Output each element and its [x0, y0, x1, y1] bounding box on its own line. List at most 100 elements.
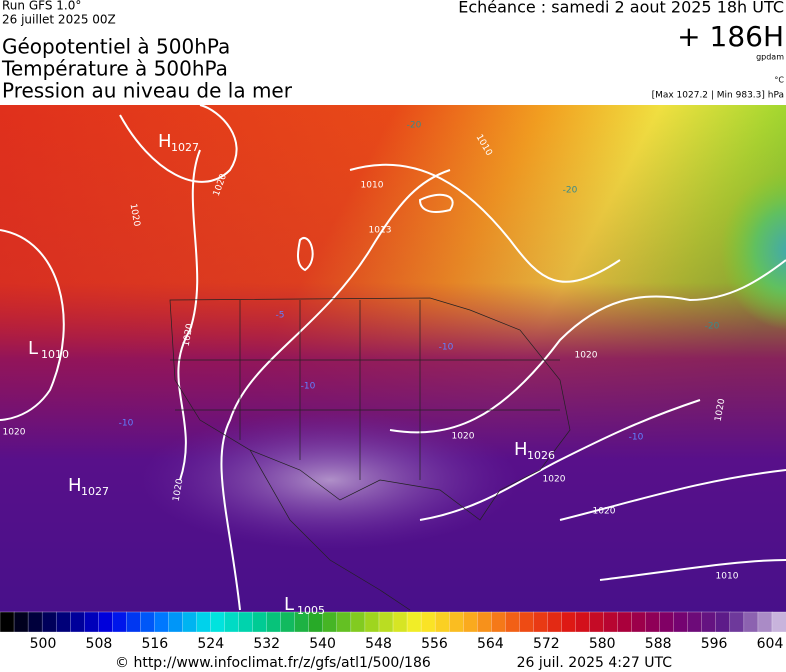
colorbar-tick: 564 — [477, 636, 504, 652]
lead-time: + 186H — [677, 20, 784, 53]
color-swatch — [561, 611, 577, 633]
colorbar-tick: 532 — [253, 636, 280, 652]
color-swatch — [533, 611, 549, 633]
isobar-label: 1020 — [575, 351, 598, 361]
temp-label: -10 — [119, 419, 134, 429]
colorbar-tick: 516 — [141, 636, 168, 652]
colorbar-tick: 500 — [30, 636, 57, 652]
center-letter: L — [284, 594, 294, 615]
temp-label: -20 — [407, 121, 422, 131]
color-swatch — [743, 611, 759, 633]
colorbar: 500 508 516 524 532 540 548 556 564 572 580 588 596 6… — [0, 611, 786, 652]
color-swatch — [378, 611, 394, 633]
color-swatch — [13, 611, 29, 633]
colorbar-tick: 604 — [757, 636, 784, 652]
color-swatch — [505, 611, 520, 633]
color-swatch — [757, 611, 773, 633]
colorbar-tick: 556 — [421, 636, 448, 652]
color-swatch — [84, 611, 99, 633]
unit: gpdam — [756, 53, 784, 62]
color-swatch — [238, 611, 254, 633]
run-date: 26 juillet 2025 00Z — [2, 13, 116, 27]
colorbar-tick: 596 — [701, 636, 728, 652]
isobar-label: 1020 — [452, 432, 475, 442]
color-swatch — [420, 611, 436, 633]
color-swatch — [771, 611, 786, 633]
isobar-label: 1010 — [716, 572, 739, 582]
title: Pression au niveau de la mer — [2, 79, 293, 103]
temp-label: -20 — [563, 186, 578, 196]
color-swatch — [631, 611, 647, 633]
center-value: 1027 — [171, 141, 199, 154]
color-swatch — [364, 611, 380, 633]
colorbar-tick: 588 — [645, 636, 672, 652]
unit: °C — [774, 76, 784, 85]
color-swatch — [687, 611, 703, 633]
colorbar-tick: 548 — [365, 636, 392, 652]
extremes: [Max 1027.2 | Min 983.3] hPa — [652, 91, 784, 101]
temp-label: -20 — [705, 322, 720, 332]
colorbar-tick: 508 — [86, 636, 113, 652]
color-swatch — [112, 611, 127, 633]
color-swatch — [252, 611, 268, 633]
isobar-label: 1010 — [361, 181, 384, 191]
color-swatch — [168, 611, 184, 633]
run: Run GFS 1.0° — [2, 0, 81, 13]
color-swatch — [224, 611, 240, 633]
colorbar-tick: 580 — [589, 636, 616, 652]
temp-label: -10 — [439, 343, 454, 353]
colorbar-tick: 524 — [197, 636, 224, 652]
color-swatch — [589, 611, 605, 633]
isobar-label: 1020 — [3, 428, 26, 438]
color-swatch — [448, 611, 464, 633]
color-swatch — [575, 611, 591, 633]
color-swatch — [350, 611, 366, 633]
isobar-label: 1020 — [543, 475, 566, 485]
isobar-label: 1020 — [714, 398, 728, 423]
color-swatch — [336, 611, 352, 633]
color-swatch — [463, 611, 478, 633]
center-value: 1027 — [81, 485, 109, 498]
isobar-label: 1020 — [593, 507, 616, 517]
isobar-label: 1020 — [182, 323, 196, 348]
color-swatch — [715, 611, 731, 633]
color-swatch — [673, 611, 689, 633]
color-swatch — [701, 611, 717, 633]
temp-label: -10 — [301, 382, 316, 392]
echeance: Echéance : samedi 2 aout 2025 18h UTC — [458, 0, 784, 17]
color-swatch — [603, 611, 619, 633]
temp-label: -10 — [629, 433, 644, 443]
color-swatch — [55, 611, 71, 633]
generated: 26 juil. 2025 4:27 UTC — [517, 655, 673, 671]
center-letter: H — [158, 131, 172, 152]
color-swatch — [210, 611, 226, 633]
color-swatch — [477, 611, 492, 633]
map — [0, 104, 786, 612]
isobar-label: 1020 — [128, 203, 142, 228]
source: © http://www.infoclimat.fr/z/gfs/atl1/50… — [115, 655, 431, 671]
isobar-label: 1013 — [369, 226, 392, 236]
color-swatch — [41, 611, 57, 633]
isobar-label: 1020 — [172, 478, 186, 503]
color-swatch — [98, 611, 113, 633]
color-swatch — [27, 611, 43, 633]
color-swatch — [729, 611, 745, 633]
colorbar-tick: 540 — [309, 636, 336, 652]
temp-label: -5 — [276, 311, 285, 321]
color-swatch — [659, 611, 675, 633]
center-value: 1005 — [297, 604, 325, 617]
color-swatch — [547, 611, 563, 633]
color-swatch — [645, 611, 661, 633]
color-swatch — [182, 611, 198, 633]
color-swatch — [70, 611, 85, 633]
center-letter: L — [28, 338, 38, 359]
color-swatch — [434, 611, 450, 633]
color-swatch — [140, 611, 156, 633]
color-swatch — [280, 611, 296, 633]
color-swatch — [126, 611, 142, 633]
color-swatch — [266, 611, 282, 633]
color-swatch — [491, 611, 506, 633]
color-swatch — [406, 611, 422, 633]
center-letter: H — [514, 439, 528, 460]
